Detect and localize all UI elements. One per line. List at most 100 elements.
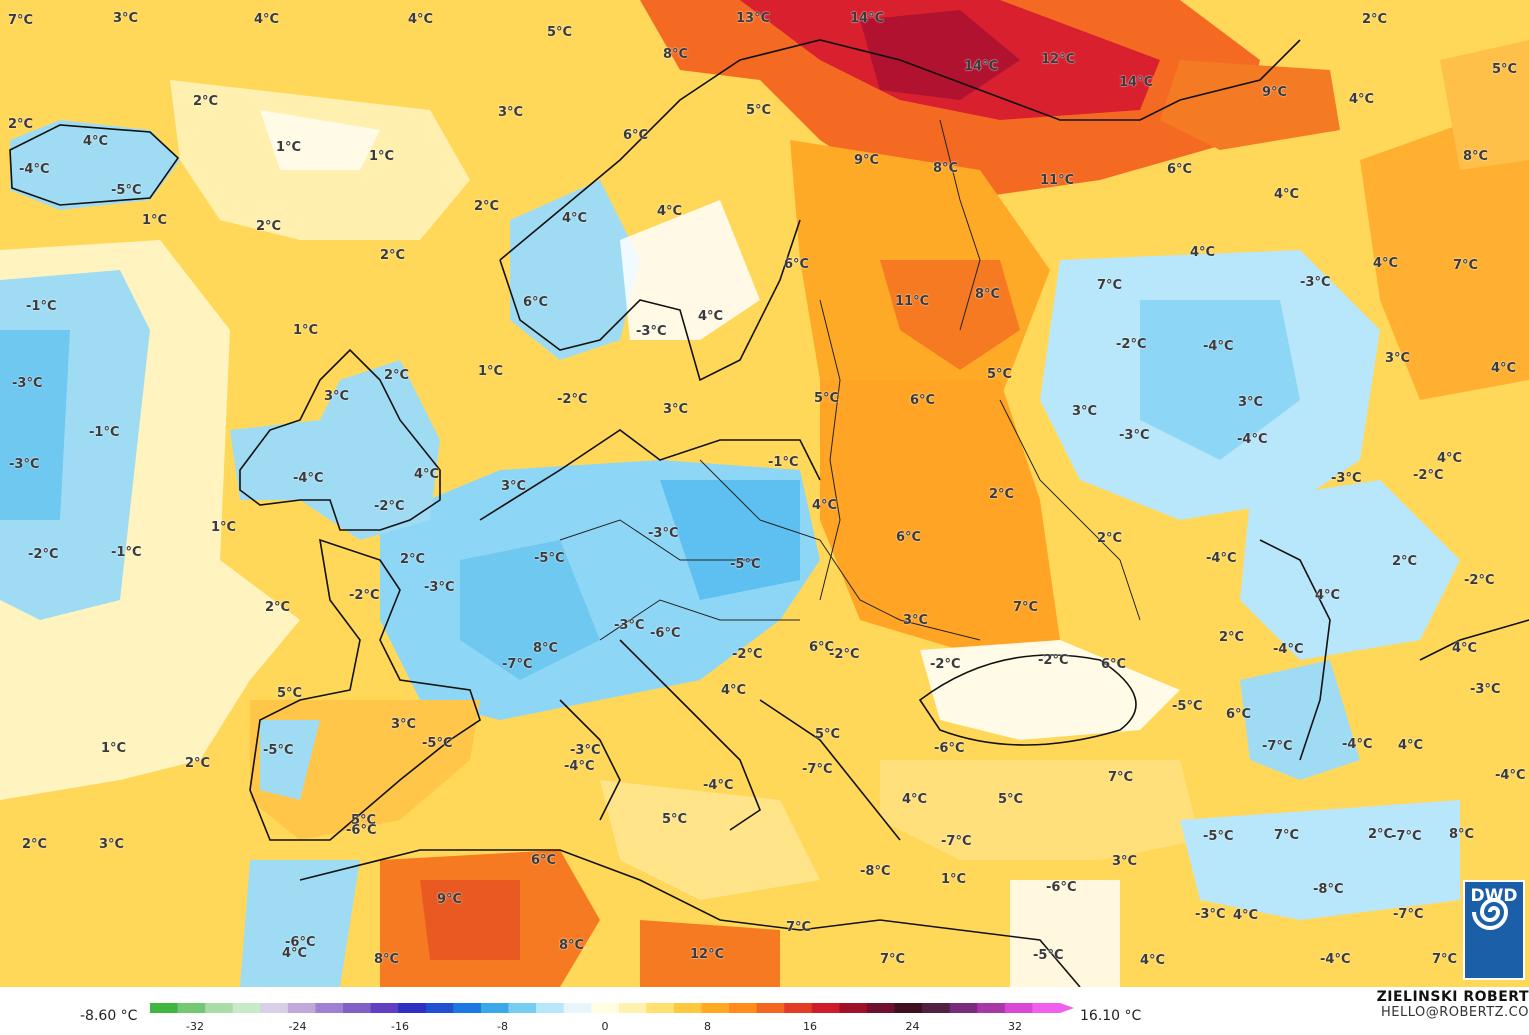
temperature-label: 2°C <box>989 487 1015 502</box>
color-swatch <box>425 1003 454 1013</box>
temperature-label: 2°C <box>1392 554 1418 569</box>
color-swatch <box>618 1003 647 1013</box>
temperature-label: 4°C <box>1398 738 1424 753</box>
temperature-label: 3°C <box>663 402 689 417</box>
temperature-label: 2°C <box>265 600 291 615</box>
temperature-label: 9°C <box>854 153 880 168</box>
temperature-label: -2°C <box>1116 337 1147 352</box>
temperature-label: 5°C <box>814 391 840 406</box>
temperature-label: 4°C <box>1349 92 1375 107</box>
temperature-label: 4°C <box>254 12 280 27</box>
temperature-label: 8°C <box>559 938 585 953</box>
temperature-label: 4°C <box>902 792 928 807</box>
temperature-label: -2°C <box>1413 468 1444 483</box>
color-swatch <box>232 1003 261 1013</box>
author-credit: ZIELINSKI ROBERT HELLO@ROBERTZ.CO <box>1377 989 1529 1020</box>
temperature-label: -8°C <box>860 864 891 879</box>
color-swatch <box>701 1003 730 1013</box>
temperature-label: 3°C <box>1112 854 1138 869</box>
temperature-anomaly-map: 7°C 3°C 4°C 4°C 5°C 13°C 14°C 2°C 5°C 8°C 14°C 12°C… <box>0 0 1529 987</box>
color-swatch <box>949 1003 978 1013</box>
legend-tick: 24 <box>905 1020 920 1033</box>
temperature-label: -5°C <box>263 743 294 758</box>
temperature-label: 2°C <box>185 756 211 771</box>
temperature-label: 12°C <box>1041 52 1076 67</box>
temperature-label: -3°C <box>1119 428 1150 443</box>
temperature-label: 4°C <box>1315 588 1341 603</box>
temperature-label: 14°C <box>964 59 999 74</box>
temperature-label: 4°C <box>698 309 724 324</box>
temperature-label: 3°C <box>391 717 417 732</box>
dwd-logo: DWD <box>1463 880 1525 980</box>
color-swatch <box>177 1003 206 1013</box>
temperature-label: -3°C <box>614 618 645 633</box>
temperature-label: 5°C <box>746 103 772 118</box>
temperature-label: 7°C <box>1097 278 1123 293</box>
temperature-label: 1°C <box>293 323 319 338</box>
temperature-label: 8°C <box>663 47 689 62</box>
temperature-label: -7°C <box>1262 739 1293 754</box>
temperature-label: 7°C <box>8 13 34 28</box>
temperature-label: 6°C <box>809 640 835 655</box>
temperature-label: 6°C <box>910 393 936 408</box>
temperature-label: -1°C <box>111 545 142 560</box>
legend-min-value: -8.60 °C <box>80 1008 138 1024</box>
temperature-label: -2°C <box>732 647 763 662</box>
temperature-label: 4°C <box>1491 361 1517 376</box>
temperature-label: -6°C <box>285 935 316 950</box>
temperature-label: -4°C <box>703 778 734 793</box>
temperature-label: -4°C <box>1273 642 1304 657</box>
temperature-label: 7°C <box>1108 770 1134 785</box>
temperature-label: 1°C <box>276 140 302 155</box>
temperature-label: 2°C <box>474 199 500 214</box>
temperature-label: 4°C <box>1140 953 1166 968</box>
temperature-label: 5°C <box>998 792 1024 807</box>
temperature-label: -4°C <box>19 162 50 177</box>
temperature-label: 3°C <box>1385 351 1411 366</box>
temperature-label: -3°C <box>1300 275 1331 290</box>
temperature-label: -3°C <box>1195 907 1226 922</box>
temperature-label: -3°C <box>1470 682 1501 697</box>
temperature-label: -3°C <box>12 376 43 391</box>
color-swatch <box>370 1003 399 1013</box>
temperature-label: -2°C <box>1464 573 1495 588</box>
temperature-label: 6°C <box>531 853 557 868</box>
temperature-label: 5°C <box>547 25 573 40</box>
temperature-label: 2°C <box>380 248 406 263</box>
temperature-label: -6°C <box>346 823 377 838</box>
color-swatch <box>673 1003 703 1013</box>
temperature-label: -7°C <box>1393 907 1424 922</box>
temperature-label: -2°C <box>829 647 860 662</box>
temperature-label: 7°C <box>1013 600 1039 615</box>
temperature-label: 4°C <box>83 134 109 149</box>
color-swatch <box>977 1003 1006 1013</box>
temperature-label: 4°C <box>1190 245 1216 260</box>
color-swatch <box>453 1003 482 1013</box>
temperature-label: -7°C <box>802 762 833 777</box>
temperature-label: 4°C <box>1233 908 1259 923</box>
color-swatch <box>315 1003 344 1013</box>
temperature-label: 5°C <box>277 686 303 701</box>
color-swatch <box>480 1003 509 1013</box>
temperature-label: 6°C <box>784 257 810 272</box>
temperature-label: 8°C <box>533 641 559 656</box>
color-swatch <box>205 1003 234 1013</box>
temperature-label: -4°C <box>1320 952 1351 967</box>
dwd-logo-text: DWD <box>1470 886 1518 906</box>
temperature-label: -1°C <box>89 425 120 440</box>
temperature-label: 1°C <box>941 872 967 887</box>
temperature-label: 8°C <box>1449 827 1475 842</box>
temperature-label: -4°C <box>293 471 324 486</box>
color-swatch <box>811 1003 840 1013</box>
temperature-label: -6°C <box>650 626 681 641</box>
temperature-label: 7°C <box>1432 952 1458 967</box>
temperature-label: -5°C <box>111 183 142 198</box>
temperature-label: -1°C <box>768 455 799 470</box>
temperature-label: 13°C <box>736 11 771 26</box>
temperature-label: 4°C <box>1373 256 1399 271</box>
color-swatch <box>398 1003 427 1013</box>
temperature-label: -4°C <box>1206 551 1237 566</box>
legend-tick: 16 <box>803 1020 817 1033</box>
temperature-label: 4°C <box>562 211 588 226</box>
temperature-label: -5°C <box>422 736 453 751</box>
